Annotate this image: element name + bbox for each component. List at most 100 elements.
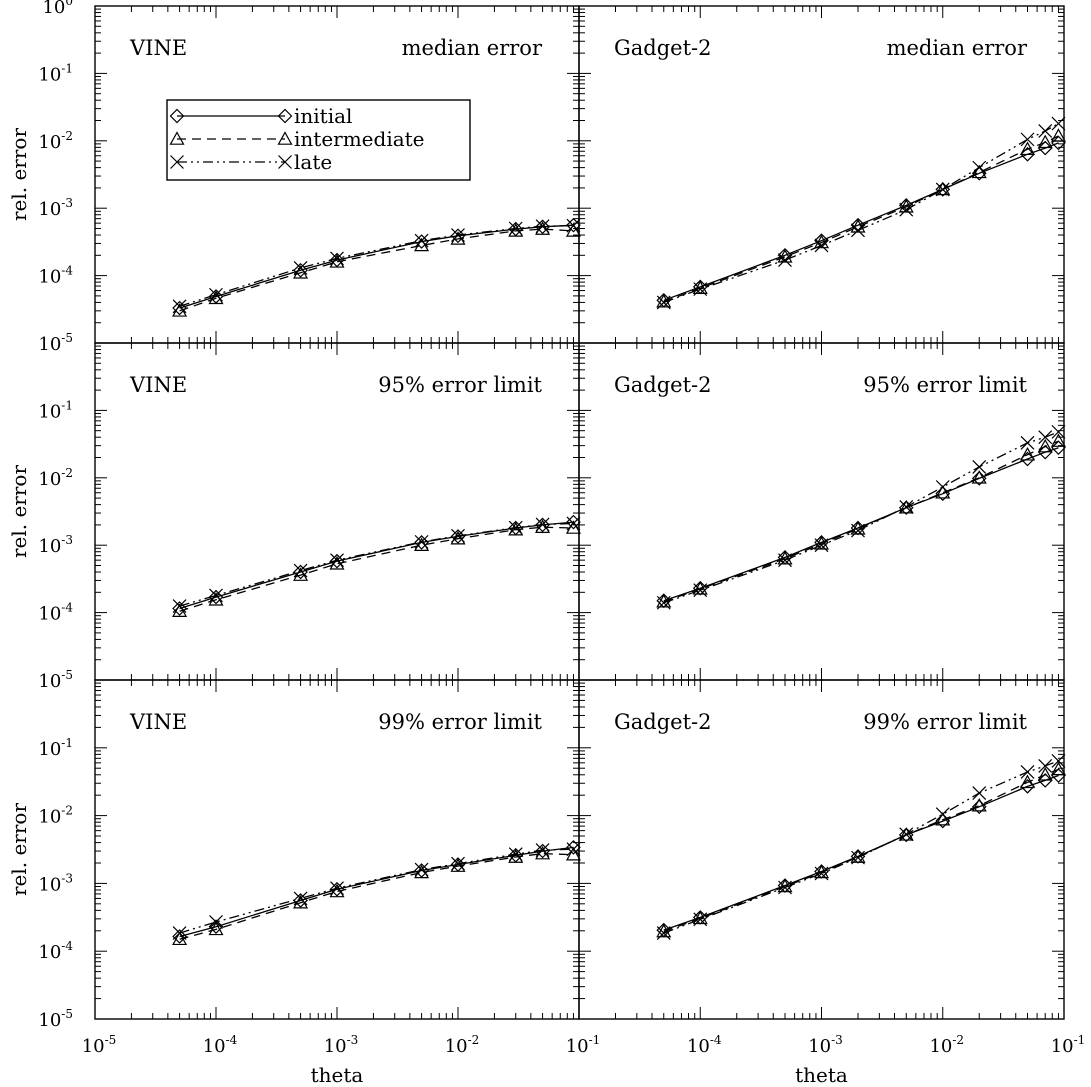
data-point-late — [778, 553, 792, 568]
series-late — [172, 516, 581, 613]
data-point-late — [1020, 435, 1035, 450]
legend-marker-initial — [169, 108, 185, 124]
series-line-intermediate — [663, 768, 1059, 933]
series-late — [172, 218, 581, 314]
series-line-late — [179, 848, 574, 934]
legend-marker-intermediate — [277, 131, 293, 145]
data-point-late — [566, 842, 581, 857]
data-point-late — [656, 595, 671, 610]
data-point-intermediate — [935, 181, 951, 196]
series-line-intermediate — [179, 228, 574, 312]
data-point-late — [330, 881, 344, 896]
panel-3: 10-5 10-4 10-3 10-2 10-1 rel. error VINE 95% er… — [7, 342, 581, 692]
data-point-initial — [172, 601, 187, 616]
legend-box — [166, 99, 471, 181]
y-tick-label: 10-5 — [38, 1007, 73, 1031]
series-line-intermediate — [179, 526, 574, 612]
data-point-initial — [850, 849, 866, 864]
data-point-intermediate — [1050, 128, 1066, 142]
panel-code-label: Gadget-2 — [614, 373, 712, 397]
data-point-intermediate — [1019, 446, 1036, 461]
x-tick-label: 10-3 — [324, 1033, 359, 1057]
series-intermediate — [172, 519, 581, 617]
data-point-intermediate — [293, 265, 309, 279]
data-point-late — [814, 866, 829, 881]
data-point-initial — [414, 535, 429, 550]
data-point-initial — [898, 500, 914, 516]
data-point-intermediate — [414, 864, 430, 879]
data-point-intermediate — [1037, 438, 1053, 453]
data-point-intermediate — [208, 921, 224, 936]
data-point-intermediate — [898, 827, 914, 841]
data-point-intermediate — [813, 536, 830, 550]
data-point-intermediate — [692, 280, 708, 295]
data-point-late — [566, 218, 581, 233]
data-point-late — [414, 534, 429, 549]
panel-statistic-label: median error — [402, 36, 543, 60]
data-point-late — [693, 282, 708, 297]
data-point-late — [172, 599, 187, 613]
data-point-late — [1051, 754, 1066, 768]
series-late — [656, 754, 1066, 941]
data-point-late — [814, 238, 829, 253]
y-axis-label: rel. error — [7, 128, 31, 222]
data-point-intermediate — [1037, 767, 1053, 781]
data-point-intermediate — [850, 521, 866, 535]
data-point-late — [693, 912, 708, 927]
data-point-late — [451, 856, 465, 871]
data-point-initial — [172, 300, 187, 316]
y-tick-label: 10-4 — [38, 264, 73, 288]
y-tick-label: 10-1 — [38, 61, 73, 85]
data-point-late — [451, 528, 465, 543]
data-point-intermediate — [1037, 134, 1053, 149]
series-line-late — [179, 522, 574, 607]
data-point-late — [330, 553, 344, 568]
data-point-intermediate — [1050, 761, 1066, 776]
data-point-intermediate — [813, 864, 830, 879]
y-tick-label: 10-3 — [38, 196, 73, 220]
data-point-late — [535, 843, 550, 858]
y-tick-label: 10-1 — [38, 398, 73, 422]
y-tick-label: 10-2 — [38, 804, 73, 828]
data-point-late — [935, 807, 950, 822]
data-point-initial — [172, 929, 187, 944]
data-point-late — [1038, 124, 1053, 138]
data-point-late — [899, 827, 914, 842]
data-point-initial — [1051, 440, 1066, 456]
data-point-initial — [1020, 146, 1035, 162]
data-point-late — [778, 880, 792, 895]
data-point-intermediate — [450, 858, 466, 872]
series-line-late — [179, 225, 574, 307]
data-point-intermediate — [935, 485, 951, 499]
x-tick-label: 10-1 — [566, 1033, 601, 1057]
data-point-intermediate — [935, 811, 951, 826]
data-point-initial — [450, 228, 466, 244]
y-tick-label: 10-2 — [38, 129, 73, 153]
data-point-late — [1038, 430, 1053, 445]
data-point-late — [414, 862, 429, 877]
x-tick-label: 10-1 — [1051, 1033, 1086, 1057]
data-point-intermediate — [172, 931, 188, 946]
panel-4: Gadget-2 95% error limit — [578, 342, 1066, 681]
y-tick-label: 10-3 — [38, 533, 73, 557]
data-point-late — [851, 850, 865, 865]
data-point-late — [851, 523, 865, 538]
data-point-initial — [329, 881, 345, 897]
x-tick-label: 10-5 — [82, 1033, 117, 1057]
data-point-intermediate — [971, 797, 987, 812]
series-late — [656, 424, 1066, 610]
x-tick-label: 10-3 — [808, 1033, 843, 1057]
data-point-late — [508, 520, 523, 535]
data-point-initial — [1037, 140, 1053, 156]
data-point-initial — [566, 217, 581, 233]
series-initial — [172, 217, 581, 316]
series-line-late — [663, 123, 1059, 304]
data-point-initial — [535, 219, 550, 235]
data-point-initial — [971, 799, 987, 815]
data-point-intermediate — [656, 923, 672, 938]
data-point-late — [293, 563, 308, 578]
y-tick-label: 10-5 — [38, 331, 73, 355]
series-initial — [656, 135, 1066, 308]
